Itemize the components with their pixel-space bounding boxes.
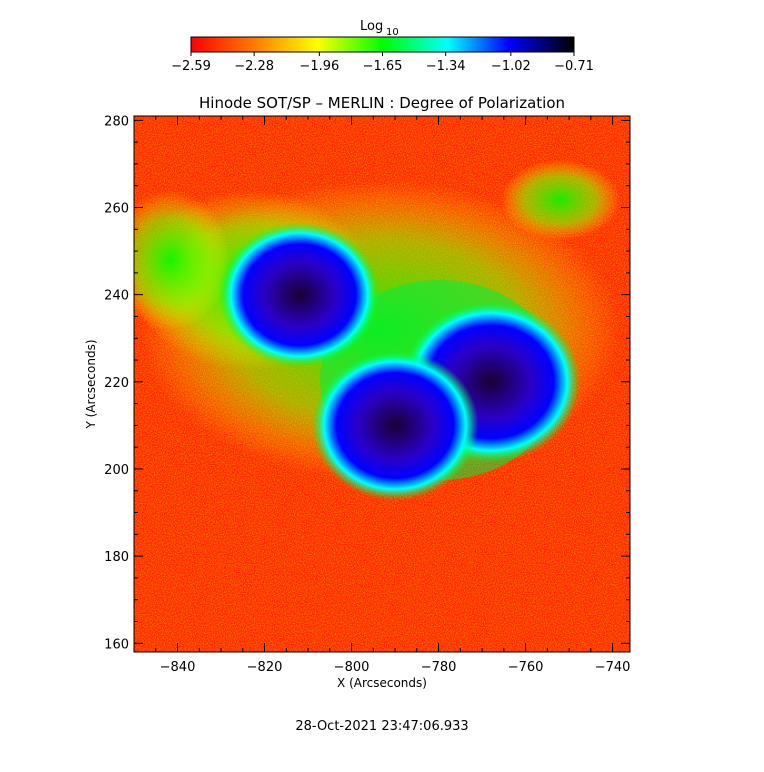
plot-frame	[133, 115, 631, 653]
y-tick-label: 280	[104, 114, 129, 129]
x-tick-label: −820	[247, 660, 283, 675]
heatmap-image	[134, 116, 630, 652]
y-tick-label: 220	[104, 376, 129, 391]
colorbar-tick-label: −2.59	[171, 59, 211, 74]
colorbar-tick-label: −1.65	[363, 59, 403, 74]
y-tick-label: 180	[104, 550, 129, 565]
colorbar: Log 10 −2.59 −2.28 −1.96 −1.65 −1.34 −1.02 −0.…	[171, 19, 594, 74]
sunspot-feature	[311, 350, 479, 501]
colorbar-gradient	[190, 36, 575, 53]
colorbar-tick-label: −1.96	[299, 59, 339, 74]
y-axis-label: Y (Arcseconds)	[84, 339, 98, 429]
y-tick-label: 260	[104, 202, 129, 217]
colorbar-ticks: −2.59 −2.28 −1.96 −1.65 −1.34 −1.02 −0.71	[171, 52, 594, 74]
sunspot-feature	[218, 222, 380, 368]
colorbar-tick-label: −1.34	[426, 59, 466, 74]
x-tick-label: −800	[334, 660, 370, 675]
x-axis-label: X (Arcseconds)	[337, 676, 427, 690]
colorbar-title: Log	[360, 19, 383, 34]
x-tick-label: −840	[160, 660, 196, 675]
colorbar-title-subscript: 10	[386, 27, 399, 38]
colorbar-tick-label: −1.02	[491, 59, 531, 74]
y-tick-label: 240	[104, 289, 129, 304]
colorbar-tick-label: −0.71	[554, 59, 594, 74]
x-tick-label: −740	[595, 660, 631, 675]
x-tick-label: −760	[508, 660, 544, 675]
x-tick-label: −780	[421, 660, 457, 675]
y-tick-label: 160	[104, 637, 129, 652]
x-axis: −840 −820 −800 −780 −760 −740	[133, 116, 631, 675]
timestamp: 28-Oct-2021 23:47:06.933	[295, 719, 468, 734]
colorbar-tick-label: −2.28	[234, 59, 274, 74]
y-axis: 160 180 200 220 240 260 280	[104, 114, 630, 652]
chart-title: Hinode SOT/SP – MERLIN : Degree of Polar…	[199, 94, 565, 112]
y-tick-label: 200	[104, 463, 129, 478]
